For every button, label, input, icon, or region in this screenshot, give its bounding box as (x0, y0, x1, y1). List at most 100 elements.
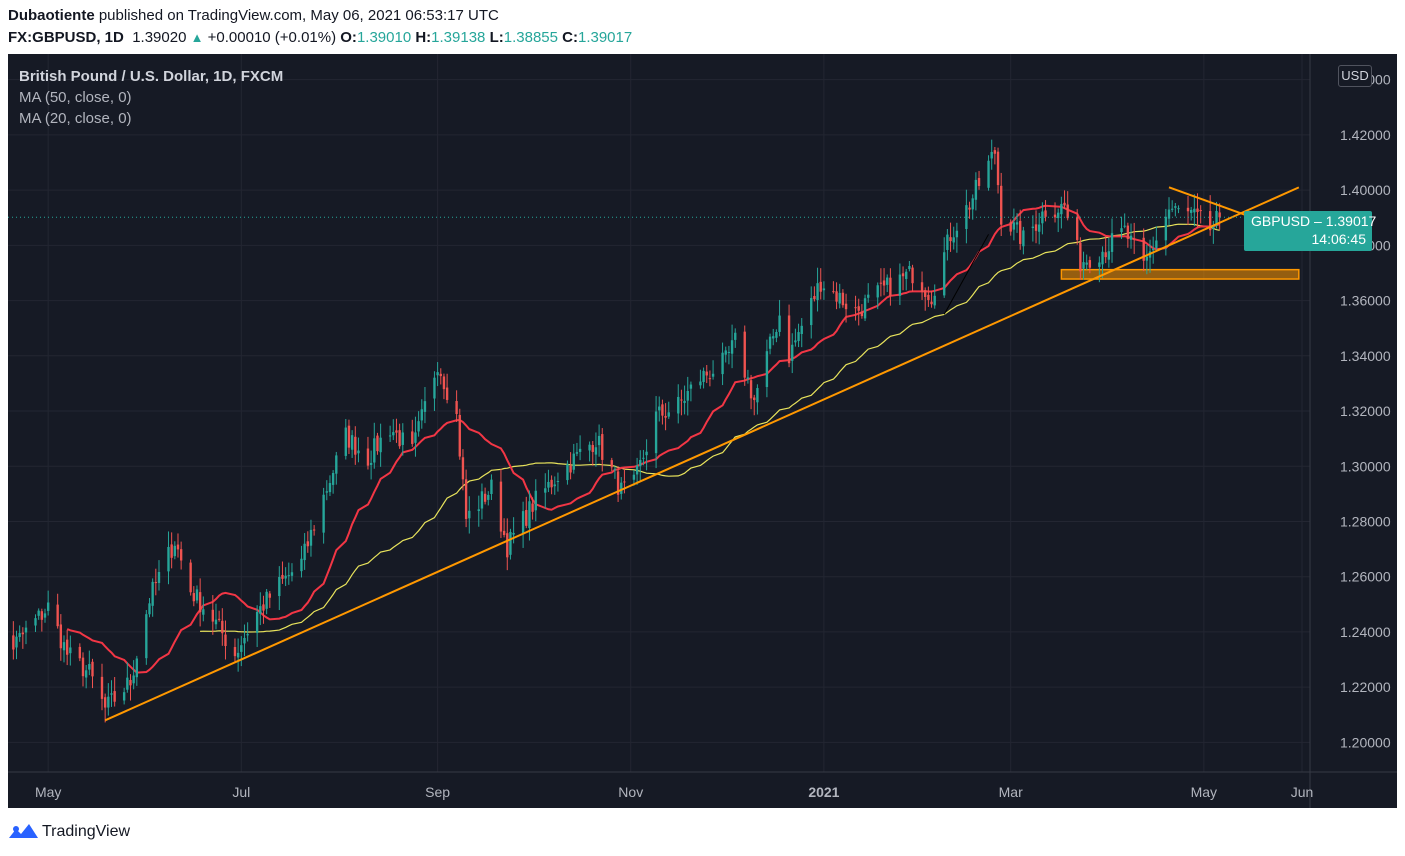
candle-body (328, 483, 332, 493)
candle-body (987, 160, 990, 188)
candle-body (841, 292, 845, 306)
y-tick-label: 1.20000 (1340, 734, 1391, 750)
candle-body (21, 632, 25, 635)
candle-body (946, 234, 949, 250)
y-tick-label: 1.36000 (1340, 293, 1391, 309)
candle-body (879, 282, 883, 284)
candle-body (325, 491, 328, 493)
candle-body (772, 336, 775, 339)
candle-body (1151, 249, 1155, 251)
candle-body (658, 406, 661, 411)
price-tag-separator: – (1314, 213, 1322, 229)
candle-body (366, 448, 370, 466)
candle-body (189, 562, 192, 593)
candle-body (832, 291, 835, 293)
candle-body (901, 273, 905, 277)
candle-body (1019, 220, 1022, 244)
author-name: Dubaotiente (8, 7, 95, 24)
tradingview-logo-icon[interactable] (8, 821, 40, 841)
candle-body (1167, 209, 1171, 219)
candle-body (12, 635, 15, 650)
candle-body (616, 471, 620, 495)
candle-body (743, 331, 746, 378)
candle-body (100, 676, 104, 699)
candle-body (309, 529, 313, 546)
candle-body (889, 277, 892, 297)
candle-body (578, 448, 582, 452)
candle-body (392, 432, 395, 436)
candle-body (192, 593, 196, 602)
candle-body (88, 664, 91, 670)
candle-body (1155, 240, 1158, 248)
x-tick-label: Jun (1291, 784, 1314, 800)
chart-panel[interactable]: 1.20000 1.22000 1.24000 1.26000 1.28000 1.300… (8, 54, 1397, 808)
candle-body (1012, 222, 1016, 230)
x-tick-labels: May Jul Sep Nov 2021 Mar May Jun (35, 784, 1313, 800)
candle-body (924, 290, 927, 297)
high-label: H: (415, 29, 432, 46)
currency-badge[interactable]: USD (1338, 65, 1372, 87)
candle-body (1123, 225, 1126, 227)
candles (12, 139, 1221, 723)
candle-body (613, 469, 617, 471)
candle-body (1193, 208, 1196, 213)
support-zone-rect (1060, 268, 1300, 280)
candle-body (379, 437, 382, 453)
bar-countdown: 14:06:45 (1311, 231, 1367, 247)
candle-body (78, 646, 82, 659)
candle-body (857, 306, 860, 311)
candle-body (661, 404, 664, 416)
candle-body (262, 604, 265, 611)
candle-body (1120, 228, 1123, 233)
y-tick-label: 1.28000 (1340, 513, 1391, 529)
grid-lines (8, 54, 1310, 772)
price-tag-symbol: GBPUSD (1251, 213, 1311, 229)
ma50-legend[interactable]: MA (50, close, 0) (19, 89, 132, 106)
x-tick-label: Sep (425, 784, 450, 800)
candle-body (819, 281, 822, 292)
y-tick-label: 1.32000 (1340, 403, 1391, 419)
candle-body (65, 639, 69, 655)
candle-body (787, 315, 791, 364)
candle-body (1208, 211, 1212, 231)
candle-body (132, 675, 135, 684)
candle-body (84, 670, 88, 678)
candle-body (898, 274, 902, 296)
candle-body (107, 696, 110, 708)
open-value: 1.39010 (356, 29, 412, 46)
candle-body (566, 464, 569, 481)
candle-body (455, 401, 458, 414)
candle-body (968, 207, 971, 210)
candle-body (1133, 238, 1136, 240)
candle-body (436, 372, 439, 376)
candle-body (927, 294, 930, 301)
candle-body (255, 611, 259, 633)
close-label: C: (562, 29, 578, 46)
candle-body (1053, 214, 1057, 218)
candle-body (642, 457, 645, 459)
candle-body (835, 291, 838, 302)
published-text: published on TradingView.com, May 06, 20… (98, 7, 499, 24)
candlestick-chart[interactable]: 1.20000 1.22000 1.24000 1.26000 1.28000 1.300… (8, 54, 1397, 808)
candle-body (1177, 208, 1180, 210)
candle-body (765, 351, 769, 388)
candle-body (746, 377, 750, 379)
candle-body (40, 611, 44, 620)
candle-body (1196, 208, 1199, 212)
candle-body (1076, 216, 1079, 240)
ma20-legend[interactable]: MA (20, close, 0) (19, 110, 132, 127)
candle-body (487, 494, 490, 500)
candle-body (860, 311, 864, 317)
candle-body (411, 431, 414, 444)
x-tick-label: May (35, 784, 61, 800)
candle-body (702, 370, 705, 383)
candle-body (521, 511, 525, 535)
candle-body (1142, 237, 1145, 261)
candle-body (632, 474, 636, 480)
candle-body (1110, 233, 1114, 252)
candle-body (388, 435, 392, 437)
tradingview-brand[interactable]: TradingView (42, 823, 131, 840)
candle-body (15, 636, 18, 648)
candle-body (1034, 224, 1038, 231)
candle-body (727, 351, 731, 353)
